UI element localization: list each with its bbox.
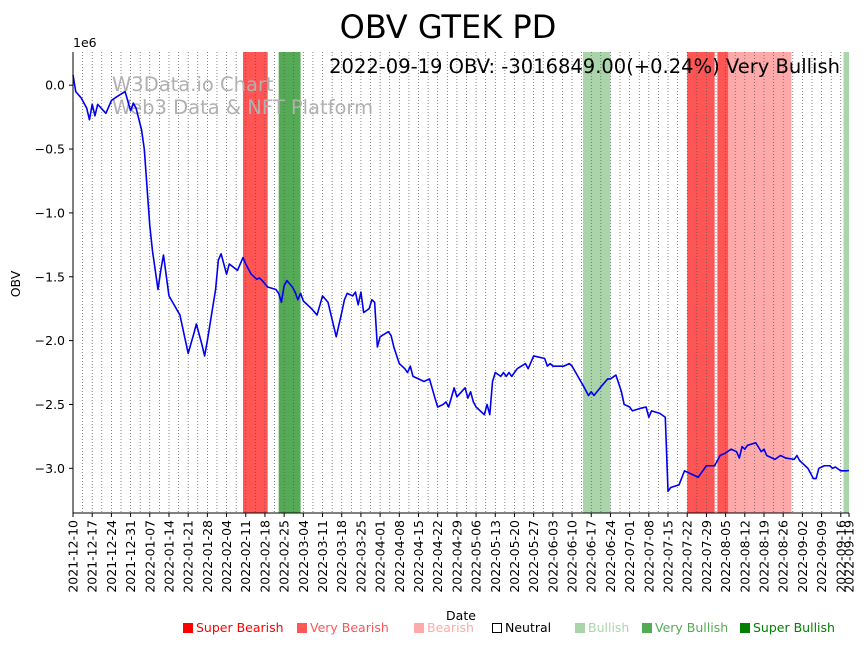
y-ticks: 0.0 −0.5 −1.0 −1.5 −2.0 −2.5 −3.0 <box>35 78 73 476</box>
y-axis-label: OBV <box>8 270 23 297</box>
x-tick-label: 2022-02-25 <box>277 520 292 593</box>
x-tick-label: 2022-05-20 <box>507 520 522 593</box>
legend-swatch-bearish <box>414 623 424 633</box>
x-tick-label: 2022-02-11 <box>238 520 253 593</box>
legend-item-very-bullish: Very Bullish <box>642 620 728 635</box>
x-tick-label: 2022-04-15 <box>411 520 426 593</box>
x-tick-label: 2022-01-28 <box>200 520 215 593</box>
legend-item-bullish: Bullish <box>575 620 629 635</box>
y-tick-label: 0.0 <box>45 78 65 93</box>
x-tick-label: 2022-04-08 <box>392 520 407 593</box>
x-tick-label: 2022-05-27 <box>526 520 541 593</box>
x-tick-label: 2022-01-14 <box>161 520 176 593</box>
y-scale-label: 1e6 <box>73 35 97 50</box>
legend-label-super-bearish: Super Bearish <box>196 620 284 635</box>
watermark: W3Data.io Chart Web3 Data & NFT Platform <box>112 73 373 119</box>
x-ticks: 2021-12-10 2021-12-17 2021-12-24 2021-12-31… <box>66 513 857 593</box>
x-tick-label: 2022-09-19 <box>842 520 857 593</box>
legend-item-bearish: Bearish <box>414 620 474 635</box>
signal-bands <box>243 52 849 513</box>
x-tick-label: 2022-06-24 <box>603 520 618 593</box>
x-tick-label: 2022-05-13 <box>488 520 503 593</box>
x-tick-label: 2022-03-11 <box>315 520 330 593</box>
x-tick-label: 2022-01-07 <box>142 520 157 593</box>
x-tick-label: 2022-06-17 <box>584 520 599 593</box>
axes <box>72 52 849 514</box>
x-tick-label: 2022-08-19 <box>756 520 771 593</box>
legend-swatch-neutral <box>492 623 502 633</box>
series-line-0 <box>72 74 850 493</box>
x-tick-label: 2022-07-01 <box>622 520 637 593</box>
x-tick-label: 2022-05-06 <box>469 520 484 593</box>
x-tick-label: 2022-09-16 <box>833 520 848 593</box>
signal-band-very-bullish <box>278 52 301 513</box>
x-tick-label: 2022-07-29 <box>699 520 714 593</box>
x-tick-label: 2022-08-26 <box>776 520 791 593</box>
x-tick-label: 2022-07-22 <box>680 520 695 593</box>
legend-swatch-very-bearish <box>297 623 307 633</box>
signal-band-very-bearish <box>687 52 715 513</box>
x-tick-label: 2021-12-17 <box>85 520 100 593</box>
x-tick-label: 2022-03-25 <box>353 520 368 593</box>
obv-line <box>72 74 850 493</box>
legend-swatch-super-bullish <box>740 623 750 633</box>
x-tick-label: 2022-08-05 <box>718 520 733 593</box>
y-tick-label: −2.0 <box>35 333 65 348</box>
legend-swatch-super-bearish <box>183 623 193 633</box>
x-tick-label: 2022-03-04 <box>296 520 311 593</box>
x-tick-label: 2022-01-21 <box>181 520 196 593</box>
legend-item-super-bullish: Super Bullish <box>740 620 835 635</box>
x-tick-label: 2022-04-01 <box>373 520 388 593</box>
x-tick-label: 2022-02-18 <box>257 520 272 593</box>
signal-band-very-bearish <box>717 52 729 513</box>
legend-label-bullish: Bullish <box>588 620 630 635</box>
x-tick-label: 2022-03-18 <box>334 520 349 593</box>
legend-item-very-bearish: Very Bearish <box>297 620 389 635</box>
vertical-gridlines <box>72 52 842 513</box>
legend-swatch-very-bullish <box>642 623 652 633</box>
y-tick-label: −1.5 <box>35 269 65 284</box>
x-tick-label: 2022-09-02 <box>795 520 810 593</box>
y-tick-label: −3.0 <box>35 461 65 476</box>
legend-swatch-bullish <box>575 623 585 633</box>
x-tick-label: 2021-12-10 <box>66 520 81 593</box>
x-tick-label: 2022-06-10 <box>565 520 580 593</box>
legend-label-neutral: Neutral <box>505 620 552 635</box>
x-tick-label: 2022-02-04 <box>219 520 234 593</box>
x-tick-label: 2022-07-08 <box>641 520 656 593</box>
signal-band-bullish <box>843 52 849 513</box>
x-tick-label: 2021-12-31 <box>123 520 138 593</box>
x-tick-label: 2022-08-12 <box>737 520 752 593</box>
watermark-line-1: W3Data.io Chart <box>112 73 274 96</box>
chart-annotation: 2022-09-19 OBV: -3016849.00(+0.24%) Very… <box>329 55 840 78</box>
legend-label-very-bearish: Very Bearish <box>310 620 389 635</box>
x-tick-label: 2022-07-15 <box>661 520 676 593</box>
watermark-line-2: Web3 Data & NFT Platform <box>112 96 373 119</box>
legend-item-neutral: Neutral <box>492 620 551 635</box>
x-tick-label: 2022-04-22 <box>430 520 445 593</box>
y-tick-label: −0.5 <box>35 142 65 157</box>
legend-label-very-bullish: Very Bullish <box>655 620 729 635</box>
x-tick-label: 2022-04-29 <box>449 520 464 593</box>
y-tick-label: −2.5 <box>35 397 65 412</box>
signal-band-bearish <box>728 52 792 513</box>
chart-title: OBV GTEK PD <box>340 8 557 46</box>
x-tick-label: 2022-06-03 <box>545 520 560 593</box>
y-tick-label: −1.0 <box>35 205 65 220</box>
legend-item-super-bearish: Super Bearish <box>183 620 284 635</box>
legend-label-super-bullish: Super Bullish <box>753 620 835 635</box>
x-tick-label: 2022-09-09 <box>814 520 829 593</box>
signal-legend: Super Bearish Very Bearish Bearish Neutral B… <box>0 620 867 640</box>
legend-label-bearish: Bearish <box>427 620 474 635</box>
signal-band-bullish <box>583 52 611 513</box>
x-tick-label: 2021-12-24 <box>104 520 119 593</box>
x-axis-label: Date <box>446 608 476 623</box>
